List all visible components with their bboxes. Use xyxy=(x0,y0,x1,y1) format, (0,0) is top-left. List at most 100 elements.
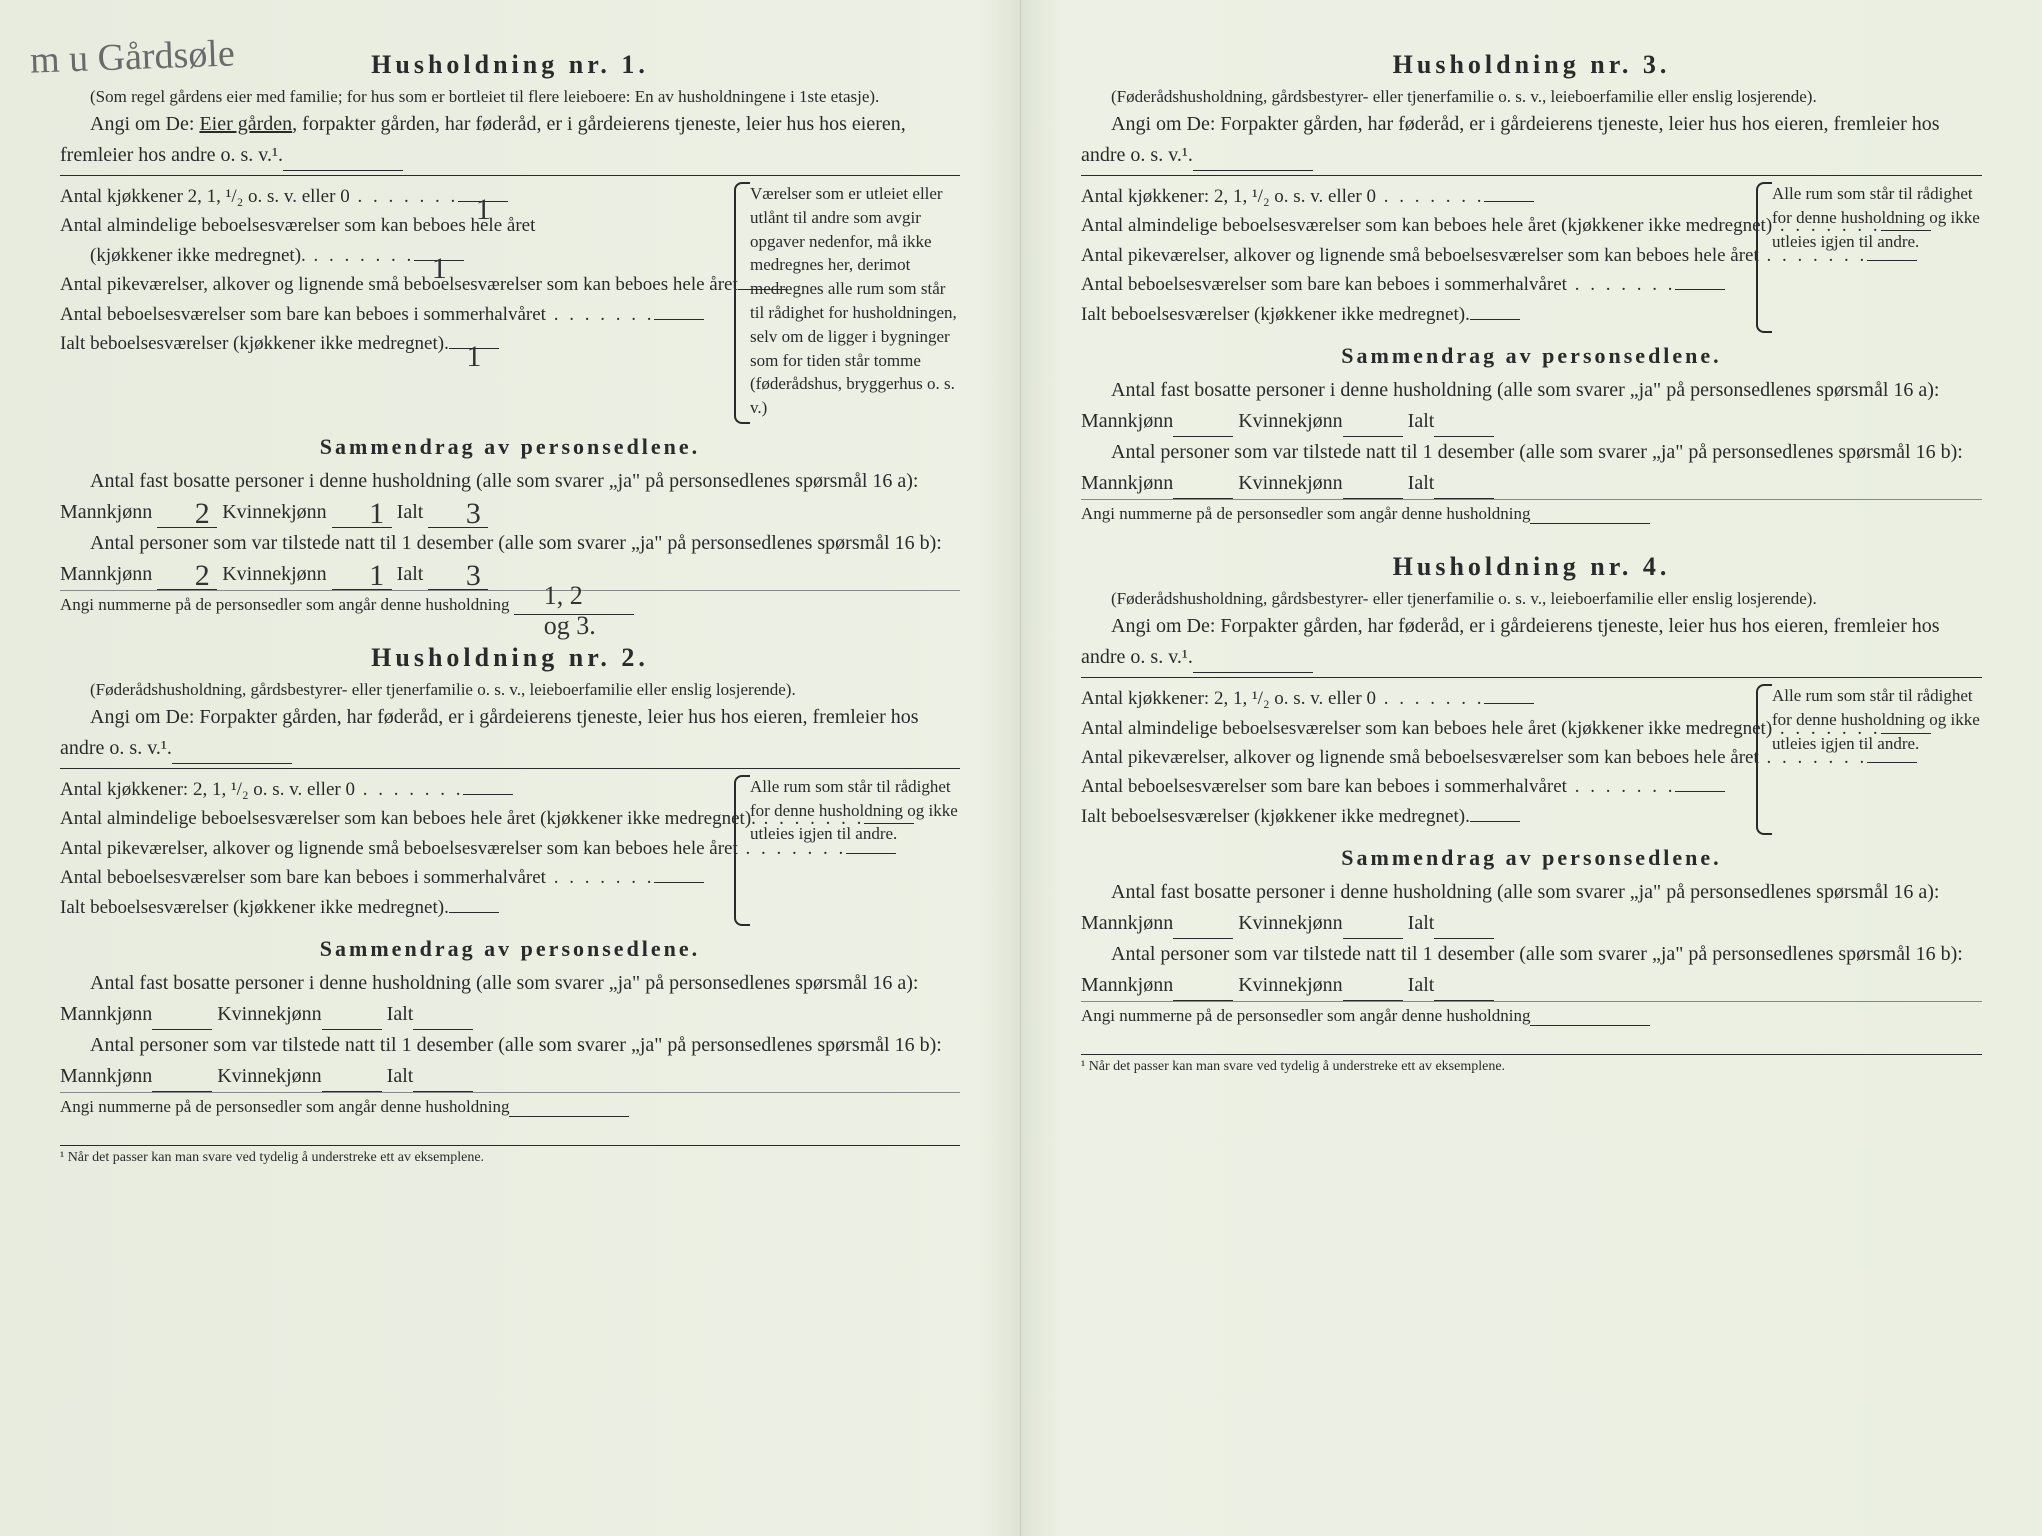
s16a-k-hand: 1 xyxy=(339,491,384,538)
v xyxy=(1675,289,1725,290)
angi-underlined: Eier gården xyxy=(199,113,292,135)
l: Antal beboelsesværelser som bare kan beb… xyxy=(60,863,654,892)
alm-hand: 1 xyxy=(432,246,447,293)
right-page: Husholdning nr. 3. (Føderådshusholdning,… xyxy=(1021,0,2042,1536)
hh2-room-block: Antal kjøkkener: 2, 1, ¹/₂ o. s. v. elle… xyxy=(60,775,960,922)
hh3-s16b: Antal personer som var tilstede natt til… xyxy=(1081,437,1982,499)
row-pike: Antal pikeværelser, alkover og lignende … xyxy=(1081,743,1748,772)
angi-blank xyxy=(283,148,403,171)
b xyxy=(1343,916,1403,939)
s16a-k: 1 xyxy=(332,505,392,528)
hh3-room-block: Antal kjøkkener: 2, 1, ¹/₂ o. s. v. elle… xyxy=(1081,182,1982,329)
row-almindelige: Antal almindelige beboelsesværelser som … xyxy=(60,804,726,833)
hh3-side-note: Alle rum som står til rådighet for denne… xyxy=(1762,182,1982,329)
s16b-i-hand: 3 xyxy=(436,553,481,600)
t: Kvinnekjønn xyxy=(217,1003,321,1025)
b xyxy=(1343,978,1403,1001)
angi-blank xyxy=(172,741,292,764)
side-note-text: Værelser som er utleiet eller utlånt til… xyxy=(750,184,957,417)
handwritten-annotation: m u Gårdsøle xyxy=(29,31,235,82)
s16b-i: 3 xyxy=(428,567,488,590)
kjokken-val: 1 xyxy=(458,201,508,202)
l: Ialt beboelsesværelser (kjøkkener ikke m… xyxy=(60,893,449,922)
b xyxy=(152,1007,212,1030)
b xyxy=(322,1069,382,1092)
brace-icon xyxy=(1756,182,1772,333)
angi-num-val: 1, 2 og 3. xyxy=(514,595,634,615)
b xyxy=(152,1069,212,1092)
l: Antal kjøkkener: 2, 1, ¹/₂ o. s. v. elle… xyxy=(60,775,463,804)
row-sommer: Antal beboelsesværelser som bare kan beb… xyxy=(1081,270,1748,299)
t: Ialt xyxy=(387,1065,414,1087)
row-kjokken: Antal kjøkkener: 2, 1, ¹/₂ o. s. v. elle… xyxy=(60,775,726,804)
side-note-text: Alle rum som står til rådighet for denne… xyxy=(750,777,958,844)
brace-icon xyxy=(734,182,750,424)
b xyxy=(1173,978,1233,1001)
t: Ialt xyxy=(387,1003,414,1025)
household-3: Husholdning nr. 3. (Føderådshusholdning,… xyxy=(1081,50,1982,524)
t: Alle rum som står til rådighet for denne… xyxy=(1772,686,1980,753)
v xyxy=(463,794,513,795)
ialt-hand: 1 xyxy=(466,334,481,381)
row-ialt: Ialt beboelsesværelser (kjøkkener ikke m… xyxy=(1081,802,1748,831)
row-pike: Antal pikeværelser, alkover og lignende … xyxy=(60,270,726,299)
b xyxy=(1173,414,1233,437)
t: Alle rum som står til rådighet for denne… xyxy=(1772,184,1980,251)
rule xyxy=(60,175,960,176)
b xyxy=(413,1007,473,1030)
hh1-angi: Angi om De: Eier gården, forpakter gårde… xyxy=(60,109,960,171)
l: Antal pikeværelser, alkover og lignende … xyxy=(60,834,846,863)
row-kjokken: Antal kjøkkener: 2, 1, ¹/₂ o. s. v. elle… xyxy=(1081,182,1748,211)
hh1-rooms: Antal kjøkkener 2, 1, ¹/₂ o. s. v. eller… xyxy=(60,182,726,420)
pike-label: Antal pikeværelser, alkover og lignende … xyxy=(60,270,738,299)
hh4-summary-title: Sammendrag av personsedlene. xyxy=(1081,845,1982,871)
rule xyxy=(1081,175,1982,176)
row-ialt: Ialt beboelsesværelser (kjøkkener ikke m… xyxy=(60,893,726,922)
almindelige-val: 1 xyxy=(414,260,464,261)
b xyxy=(1530,504,1650,524)
t: Kvinnekjønn xyxy=(217,1065,321,1087)
row-kjokken: Antal kjøkkener 2, 1, ¹/₂ o. s. v. eller… xyxy=(60,182,726,211)
hh2-rooms: Antal kjøkkener: 2, 1, ¹/₂ o. s. v. elle… xyxy=(60,775,726,922)
row-pike: Antal pikeværelser, alkover og lignende … xyxy=(1081,241,1748,270)
row-almindelige: Antal almindelige beboelsesværelser som … xyxy=(60,211,726,270)
sommer-label: Antal beboelsesværelser som bare kan beb… xyxy=(60,300,654,329)
hh1-summary-title: Sammendrag av personsedlene. xyxy=(60,434,960,460)
ialt-label: Ialt beboelsesværelser (kjøkkener ikke m… xyxy=(60,329,449,358)
footnote-left: ¹ Når det passer kan man svare ved tydel… xyxy=(60,1145,960,1166)
l: Antal pikeværelser, alkover og lignende … xyxy=(1081,743,1867,772)
v xyxy=(449,912,499,913)
t: Ialt xyxy=(1408,410,1435,432)
hh2-s16a: Antal fast bosatte personer i denne hush… xyxy=(60,968,960,1030)
hh4-room-block: Antal kjøkkener: 2, 1, ¹/₂ o. s. v. elle… xyxy=(1081,684,1982,831)
kjokken-label: Antal kjøkkener 2, 1, ¹/₂ o. s. v. eller… xyxy=(60,182,458,211)
s16a-i-hand: 3 xyxy=(436,491,481,538)
l: Antal beboelsesværelser som bare kan beb… xyxy=(1081,270,1675,299)
hh4-note: (Føderådshusholdning, gårdsbestyrer- ell… xyxy=(1081,588,1982,611)
household-2: Husholdning nr. 2. (Føderådshusholdning,… xyxy=(60,643,960,1117)
v xyxy=(1470,319,1520,320)
kjokken-hand: 1 xyxy=(476,187,491,234)
b xyxy=(1343,476,1403,499)
hh2-angi: Angi om De: Forpakter gården, har føderå… xyxy=(60,702,960,764)
t: Kvinnekjønn xyxy=(1238,410,1342,432)
row-ialt: Ialt beboelsesværelser (kjøkkener ikke m… xyxy=(1081,300,1748,329)
t: Angi nummerne på de personsedler som ang… xyxy=(60,1097,509,1116)
s16b-k-label: Kvinnekjønn xyxy=(222,563,326,585)
rule xyxy=(60,768,960,769)
b xyxy=(1193,148,1313,171)
hh4-angi: Angi om De: Forpakter gården, har føderå… xyxy=(1081,611,1982,673)
row-ialt: Ialt beboelsesværelser (kjøkkener ikke m… xyxy=(60,329,726,358)
row-kjokken: Antal kjøkkener: 2, 1, ¹/₂ o. s. v. elle… xyxy=(1081,684,1748,713)
hh2-side-note: Alle rum som står til rådighet for denne… xyxy=(740,775,960,922)
b xyxy=(413,1069,473,1092)
hh2-note: (Føderådshusholdning, gårdsbestyrer- ell… xyxy=(60,679,960,702)
l: Ialt beboelsesværelser (kjøkkener ikke m… xyxy=(1081,802,1470,831)
brace-icon xyxy=(734,775,750,926)
footnote-right: ¹ Når det passer kan man svare ved tydel… xyxy=(1081,1054,1982,1075)
almindelige-sub: (kjøkkener ikke medregnet). xyxy=(90,241,414,270)
row-sommer: Antal beboelsesværelser som bare kan beb… xyxy=(60,300,726,329)
document-spread: m u Gårdsøle Husholdning nr. 1. (Som reg… xyxy=(0,0,2042,1536)
b xyxy=(1434,916,1494,939)
hh3-rooms: Antal kjøkkener: 2, 1, ¹/₂ o. s. v. elle… xyxy=(1081,182,1748,329)
